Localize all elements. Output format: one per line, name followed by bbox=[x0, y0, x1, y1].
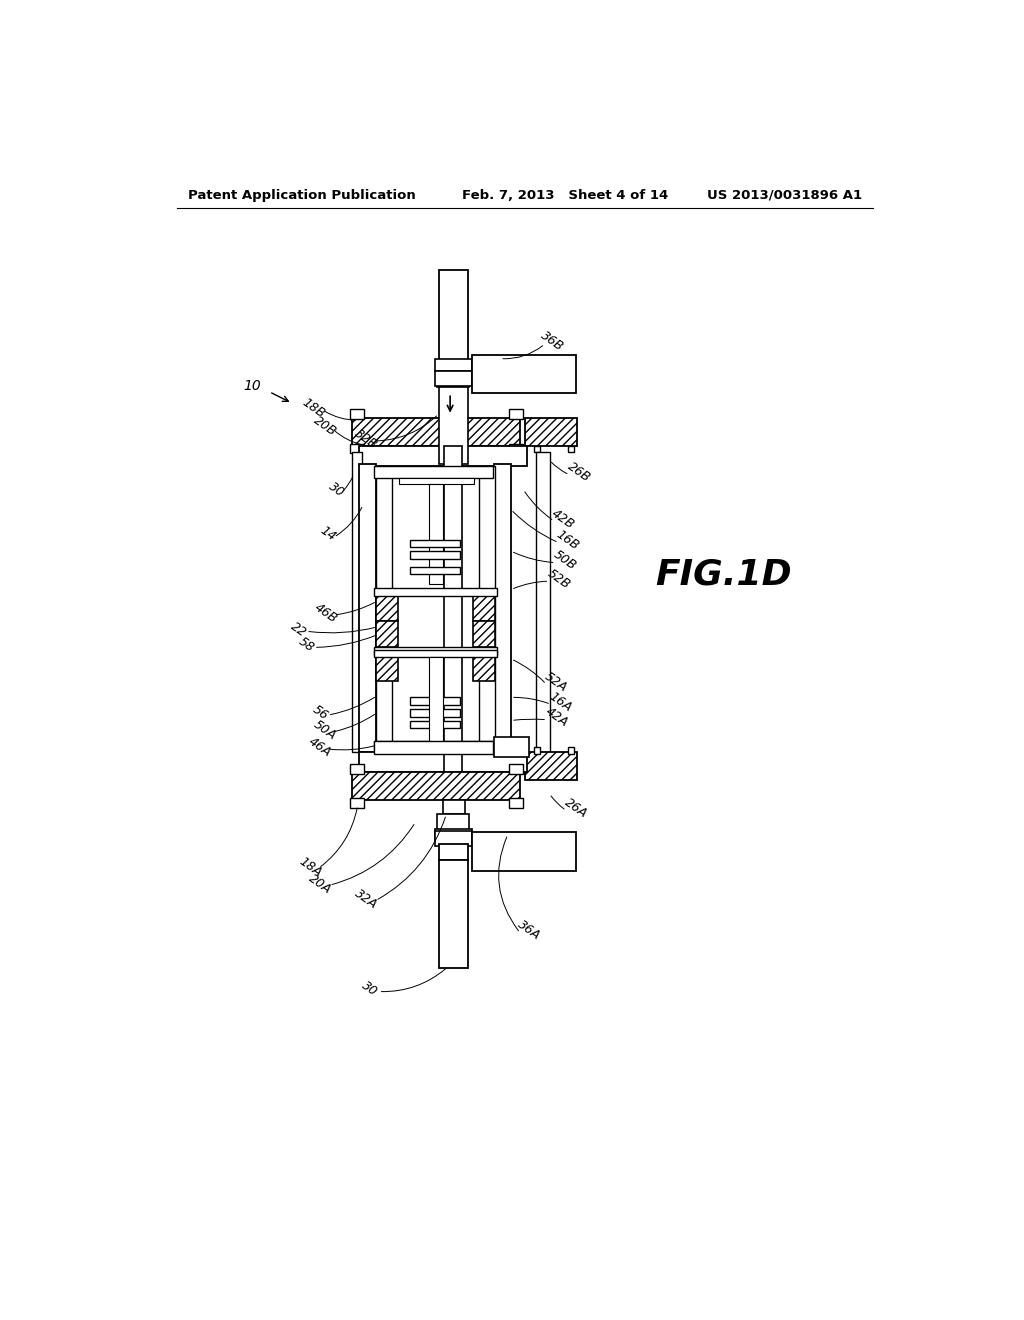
Bar bbox=[376, 595, 397, 622]
Bar bbox=[376, 466, 391, 752]
Bar bbox=[524, 418, 578, 446]
Bar bbox=[350, 444, 364, 453]
Bar bbox=[438, 271, 468, 370]
Bar bbox=[524, 752, 578, 780]
Text: 46B: 46B bbox=[312, 601, 340, 626]
Bar bbox=[443, 387, 465, 401]
Bar bbox=[374, 647, 497, 655]
Text: 52A: 52A bbox=[542, 669, 569, 694]
Bar bbox=[537, 451, 550, 752]
Bar bbox=[410, 721, 460, 729]
Text: US 2013/0031896 A1: US 2013/0031896 A1 bbox=[707, 189, 862, 202]
Bar bbox=[398, 478, 474, 484]
Text: 32B: 32B bbox=[352, 428, 380, 451]
Bar bbox=[437, 813, 469, 830]
Text: 56: 56 bbox=[309, 702, 331, 723]
Bar bbox=[435, 359, 472, 371]
Bar bbox=[359, 752, 527, 772]
Bar bbox=[410, 540, 460, 548]
Text: 18A: 18A bbox=[297, 854, 325, 879]
Bar bbox=[374, 466, 494, 478]
Text: 22: 22 bbox=[288, 619, 308, 640]
Text: 42A: 42A bbox=[544, 705, 571, 730]
Bar bbox=[473, 655, 495, 681]
Text: 26A: 26A bbox=[562, 796, 590, 821]
Text: 10: 10 bbox=[244, 379, 261, 392]
Bar bbox=[443, 800, 465, 813]
Bar bbox=[494, 465, 511, 752]
Text: 30: 30 bbox=[327, 479, 347, 499]
Text: Patent Application Publication: Patent Application Publication bbox=[188, 189, 416, 202]
Text: 50B: 50B bbox=[551, 548, 579, 573]
Bar bbox=[374, 589, 497, 595]
Bar bbox=[438, 845, 468, 859]
Bar bbox=[351, 451, 362, 752]
Bar bbox=[359, 446, 527, 466]
Bar bbox=[509, 444, 523, 453]
Bar bbox=[509, 799, 523, 808]
Text: 26B: 26B bbox=[565, 461, 593, 484]
Bar bbox=[410, 697, 460, 705]
Bar bbox=[438, 387, 468, 465]
Bar bbox=[568, 747, 574, 754]
Bar bbox=[472, 355, 575, 393]
Text: 32A: 32A bbox=[352, 887, 380, 912]
Bar bbox=[352, 418, 520, 446]
Bar bbox=[437, 370, 469, 387]
Text: 20A: 20A bbox=[306, 871, 334, 896]
Text: 42B: 42B bbox=[550, 507, 578, 531]
Bar bbox=[494, 738, 528, 758]
Bar bbox=[429, 657, 443, 742]
Bar bbox=[435, 830, 472, 846]
Text: 16A: 16A bbox=[547, 689, 574, 714]
Bar bbox=[376, 655, 397, 681]
Text: 58: 58 bbox=[296, 635, 316, 655]
Text: 18B: 18B bbox=[300, 396, 328, 420]
Bar bbox=[438, 859, 468, 968]
Bar bbox=[435, 829, 472, 841]
Bar bbox=[350, 764, 364, 774]
Bar bbox=[374, 649, 497, 657]
Bar bbox=[509, 409, 523, 418]
Text: 50A: 50A bbox=[311, 717, 338, 742]
Text: 14: 14 bbox=[317, 524, 338, 544]
Text: 52B: 52B bbox=[545, 566, 572, 591]
Bar bbox=[472, 832, 575, 871]
Text: 46A: 46A bbox=[306, 734, 334, 759]
Bar bbox=[444, 446, 463, 772]
Bar bbox=[535, 446, 541, 451]
Bar bbox=[473, 622, 495, 647]
Bar bbox=[352, 772, 520, 800]
Text: 30: 30 bbox=[359, 978, 380, 998]
Text: 20B: 20B bbox=[311, 414, 338, 438]
Bar bbox=[350, 409, 364, 418]
Bar bbox=[410, 552, 460, 558]
Bar bbox=[374, 742, 497, 748]
Text: Feb. 7, 2013   Sheet 4 of 14: Feb. 7, 2013 Sheet 4 of 14 bbox=[462, 189, 668, 202]
Bar bbox=[359, 465, 376, 752]
Bar bbox=[376, 622, 397, 647]
Text: FIG.1D: FIG.1D bbox=[655, 557, 792, 591]
Bar bbox=[479, 466, 495, 752]
Text: 36B: 36B bbox=[539, 329, 566, 354]
Bar bbox=[410, 566, 460, 574]
Text: 36A: 36A bbox=[516, 917, 543, 942]
Text: 16B: 16B bbox=[554, 528, 582, 553]
Bar bbox=[435, 371, 472, 387]
Bar bbox=[374, 742, 494, 754]
Bar bbox=[410, 709, 460, 717]
Bar bbox=[350, 799, 364, 808]
Bar bbox=[473, 595, 495, 622]
Bar bbox=[429, 484, 443, 585]
Bar bbox=[509, 764, 523, 774]
Bar bbox=[535, 747, 541, 754]
Bar bbox=[568, 446, 574, 451]
